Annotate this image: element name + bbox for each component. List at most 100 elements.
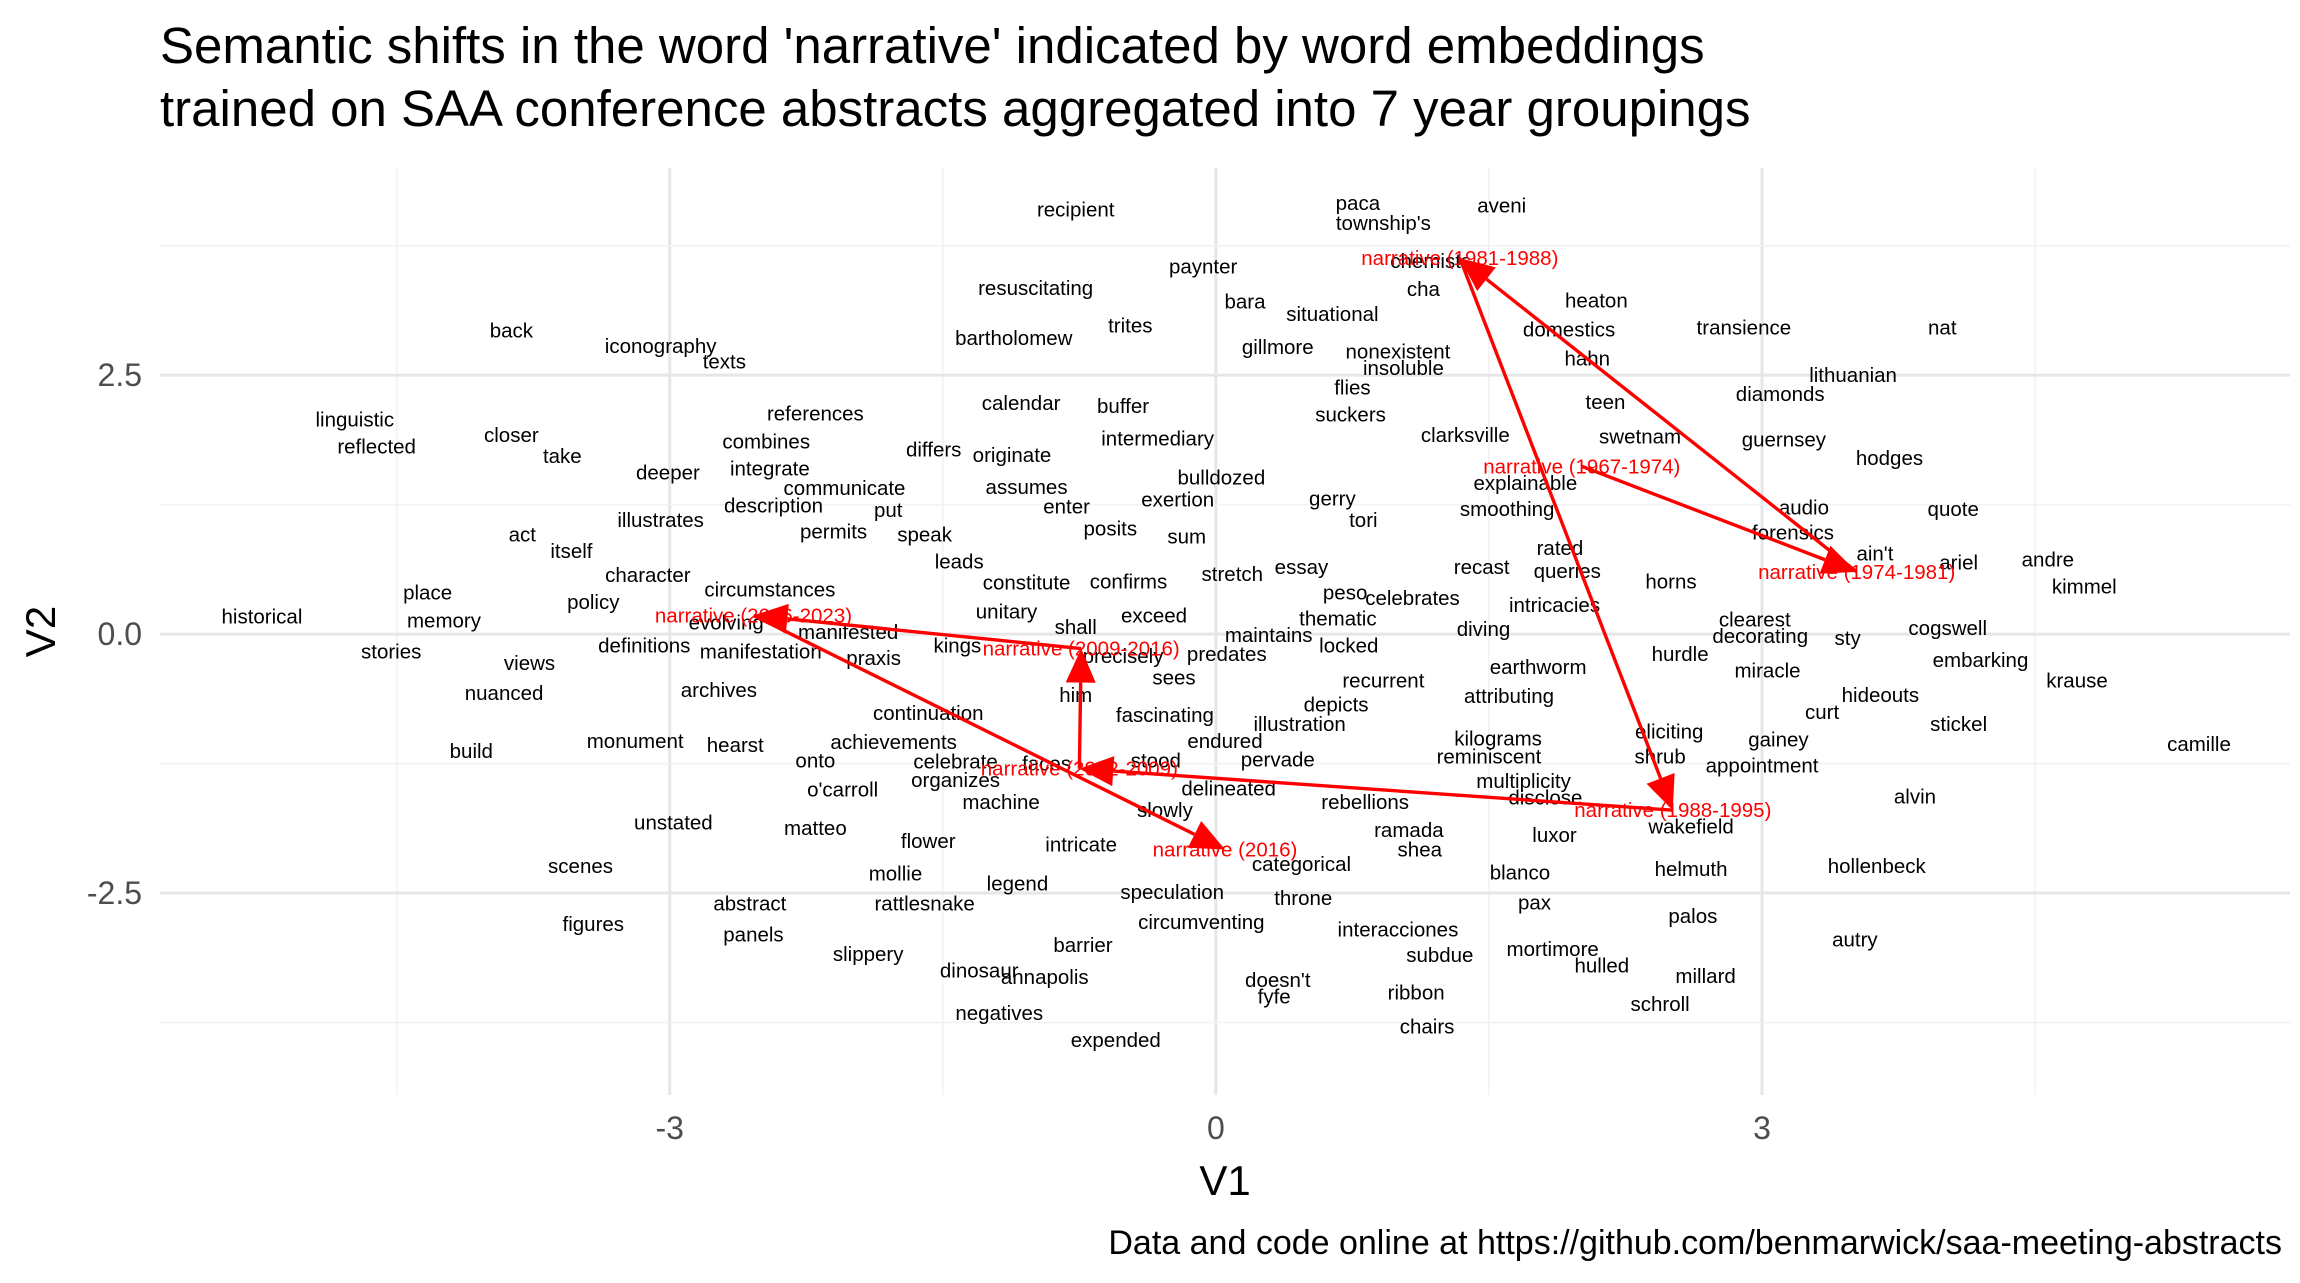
word-label: communicate <box>784 477 906 500</box>
word-label: throne <box>1274 887 1332 910</box>
word-label: organizes <box>911 769 1000 792</box>
narrative-arrow-head <box>1079 756 1115 787</box>
word-label: place <box>403 582 452 605</box>
word-label: essay <box>1275 556 1329 579</box>
word-label: policy <box>567 591 620 614</box>
word-label: tori <box>1349 509 1377 532</box>
chart-title: Semantic shifts in the word 'narrative' … <box>160 17 1751 137</box>
word-label: paca <box>1336 192 1381 215</box>
word-label: eliciting <box>1635 720 1703 743</box>
word-label: hollenbeck <box>1828 855 1927 878</box>
word-label: abstract <box>713 892 786 915</box>
word-label: celebrate <box>913 750 997 773</box>
word-label: diving <box>1457 618 1511 641</box>
word-label: flies <box>1334 377 1370 400</box>
word-label: slowly <box>1137 799 1194 822</box>
word-label: heaton <box>1565 290 1628 313</box>
word-label: shea <box>1398 839 1443 862</box>
word-label: bartholomew <box>955 327 1073 350</box>
word-label: palos <box>1668 905 1717 928</box>
y-tick-label: 2.5 <box>98 357 142 393</box>
narrative-arrow-head <box>1065 648 1096 683</box>
word-label: rated <box>1537 537 1584 560</box>
word-label: reminiscent <box>1437 745 1542 768</box>
word-label: ramada <box>1374 819 1444 842</box>
narrative-label: narrative (1988-1995) <box>1574 799 1771 822</box>
word-label: subdue <box>1406 944 1473 967</box>
narrative-arrow-line <box>1581 464 1826 562</box>
word-label: transience <box>1697 317 1792 340</box>
word-label: explainable <box>1474 472 1578 495</box>
x-axis-title: V1 <box>1199 1157 1250 1204</box>
word-label: flower <box>901 830 956 853</box>
word-label: recurrent <box>1342 670 1424 693</box>
word-label: andre <box>2022 549 2074 572</box>
word-label: domestics <box>1523 319 1615 342</box>
word-label: references <box>767 402 864 425</box>
word-label: multiplicity <box>1476 770 1571 793</box>
narrative-label: narrative (2016) <box>1153 839 1298 862</box>
y-tick-label: -2.5 <box>87 875 142 911</box>
word-label: kings <box>933 634 981 657</box>
word-label: doesn't <box>1245 969 1311 992</box>
word-label: decorating <box>1712 625 1808 648</box>
word-label: linguistic <box>315 409 394 432</box>
word-label: matteo <box>784 817 847 840</box>
word-label: legend <box>987 873 1049 896</box>
word-label: pervade <box>1241 748 1315 771</box>
word-label: itself <box>550 540 592 563</box>
narrative-label: narrative (1981-1988) <box>1361 247 1558 270</box>
word-label: integrate <box>730 457 810 480</box>
word-label: gillmore <box>1242 336 1314 359</box>
word-label: smoothing <box>1460 498 1555 521</box>
word-points: recipient paca aveni township's chemists payn… <box>222 192 2231 1052</box>
word-label: rattlesnake <box>874 892 974 915</box>
word-label: speak <box>897 524 952 547</box>
word-label: bara <box>1225 291 1267 314</box>
word-label: definitions <box>598 634 690 657</box>
word-label: exertion <box>1141 488 1214 511</box>
word-label: calendar <box>982 392 1061 415</box>
word-label: hideouts <box>1842 684 1920 707</box>
word-label: evolving <box>689 612 764 635</box>
word-label: resuscitating <box>978 277 1093 300</box>
word-label: clearest <box>1719 609 1791 632</box>
word-label: recipient <box>1037 198 1115 221</box>
word-label: leads <box>935 551 984 574</box>
word-label: gainey <box>1748 729 1809 752</box>
narrative-label: narrative (1974-1981) <box>1758 561 1955 584</box>
word-label: panels <box>723 923 783 946</box>
word-label: fyfe <box>1258 986 1291 1009</box>
axis-ticks: -3 0 3 2.5 0.0 -2.5 <box>87 357 1771 1146</box>
word-label: teen <box>1586 391 1626 414</box>
word-label: nonexistent <box>1346 340 1451 363</box>
word-label: intricacies <box>1509 594 1600 617</box>
word-label: rebellions <box>1321 791 1409 814</box>
word-label: predates <box>1187 643 1267 666</box>
word-label: circumstances <box>704 579 835 602</box>
y-tick-label: 0.0 <box>98 616 142 652</box>
word-label: shrub <box>1634 745 1685 768</box>
word-label: machine <box>962 791 1040 814</box>
word-label: monument <box>587 730 684 753</box>
word-label: back <box>490 320 534 343</box>
word-label: peso <box>1323 582 1367 605</box>
x-tick-label: 3 <box>1753 1110 1771 1146</box>
narrative-label: narrative (2002-2009) <box>981 758 1178 781</box>
word-label: audio <box>1779 497 1829 520</box>
word-label: iconography <box>605 335 717 358</box>
word-label: appointment <box>1706 755 1819 778</box>
word-label: stood <box>1131 749 1181 772</box>
word-label: helmuth <box>1655 858 1728 881</box>
word-label: closer <box>484 424 539 447</box>
word-label: krause <box>2046 670 2108 693</box>
word-label: alvin <box>1894 786 1936 809</box>
word-label: unitary <box>976 600 1038 623</box>
word-label: earthworm <box>1490 656 1587 679</box>
word-label: ain't <box>1856 542 1893 565</box>
word-label: put <box>874 499 903 522</box>
word-label: autry <box>1832 929 1878 952</box>
word-label: attributing <box>1464 685 1554 708</box>
narrative-label: narrative (1967-1974) <box>1483 455 1680 478</box>
